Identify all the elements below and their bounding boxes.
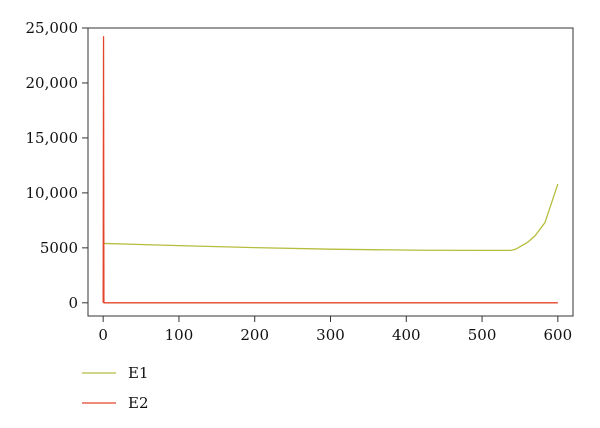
x-tick-label: 400: [392, 326, 421, 344]
series-layer: [102, 36, 559, 304]
y-tick-label: 5000: [40, 239, 78, 257]
x-tick-label: 100: [165, 326, 194, 344]
plot-frame: [87, 27, 574, 317]
x-tick-label: 300: [316, 326, 345, 344]
y-axis-ticks: 0 5000 10,000 15,000 20,000 25,000: [26, 19, 88, 312]
y-tick-label: 20,000: [26, 74, 79, 92]
legend-label-e2: E2: [128, 394, 149, 412]
x-tick-label: 600: [544, 326, 573, 344]
y-tick-label: 10,000: [26, 184, 79, 202]
x-tick-label: 200: [240, 326, 269, 344]
legend: E1 E2: [82, 364, 149, 412]
y-tick-label: 15,000: [26, 129, 79, 147]
series-line-e2: [102, 36, 558, 304]
series-line-e1: [103, 183, 559, 252]
y-tick-label: 0: [68, 294, 78, 312]
x-axis-ticks: 0 100 200 300 400 500 600: [98, 316, 572, 344]
x-tick-label: 0: [98, 326, 108, 344]
y-tick-label: 25,000: [26, 19, 79, 37]
legend-label-e1: E1: [128, 364, 149, 382]
x-tick-label: 500: [468, 326, 497, 344]
